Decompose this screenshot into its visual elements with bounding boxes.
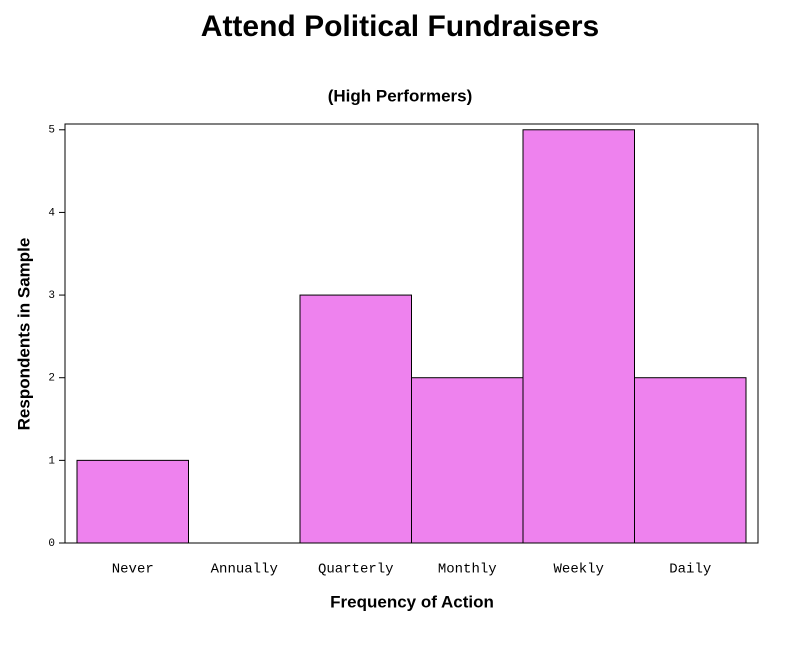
y-tick-label: 2 <box>48 373 55 385</box>
chart-title: Attend Political Fundraisers <box>201 10 599 43</box>
bar <box>411 377 524 544</box>
y-axis-label: Respondents in Sample <box>14 238 33 431</box>
y-tick-label: 3 <box>48 290 55 302</box>
x-tick-label: Never <box>112 562 154 578</box>
chart-subtitle: (High Performers) <box>328 86 473 105</box>
bar <box>76 459 189 544</box>
y-tick-label: 1 <box>48 455 55 467</box>
x-tick-label: Monthly <box>438 562 497 578</box>
x-tick-label: Daily <box>669 562 711 578</box>
y-tick-label: 5 <box>48 125 55 137</box>
x-tick-label: Weekly <box>554 562 604 578</box>
y-tick-label: 4 <box>48 207 55 219</box>
x-axis-label: Frequency of Action <box>330 592 494 611</box>
bar <box>299 294 412 544</box>
bar <box>634 377 747 544</box>
x-tick-label: Quarterly <box>318 562 394 578</box>
bar <box>522 129 635 544</box>
x-tick-label: Annually <box>211 562 278 578</box>
y-tick-label: 0 <box>48 538 55 550</box>
